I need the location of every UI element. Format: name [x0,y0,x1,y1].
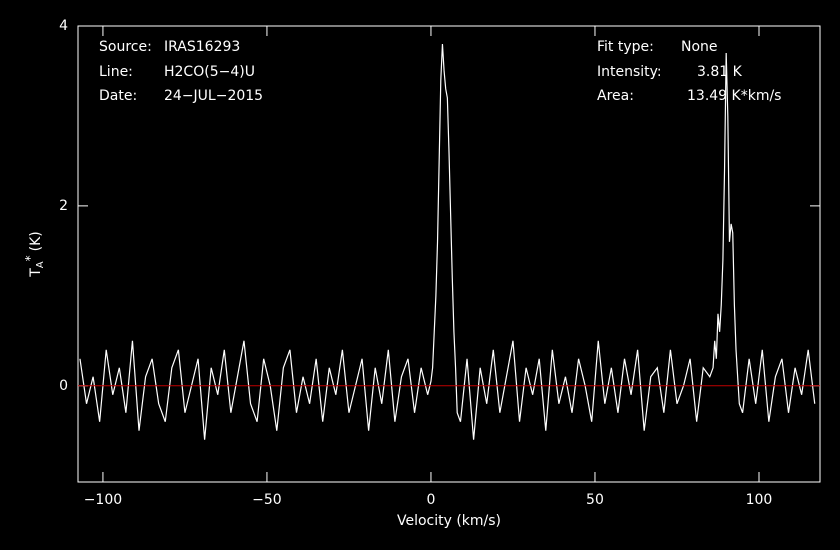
info-value: H2CO(5−4)U [164,64,255,80]
info-label: Line: [99,64,133,80]
x-tick-label: −100 [84,492,122,508]
x-axis-label: Velocity (km/s) [397,513,501,529]
info-label: Fit type: [597,39,654,55]
spectrum-line [79,43,816,440]
x-tick-label: 0 [426,492,435,508]
info-label: Date: [99,88,137,104]
info-label: Source: [99,39,152,55]
info-value: None [681,39,718,55]
info-value: 13.49 K*km/s [687,88,781,104]
x-tick-label: 50 [586,492,604,508]
plot-frame [77,25,821,483]
info-label: Area: [597,88,634,104]
x-tick-label: 100 [746,492,773,508]
x-tick-label: −50 [252,492,282,508]
y-label-unit: (K) [28,231,44,251]
y-tick-label: 0 [59,378,68,394]
y-tick-label: 4 [59,18,68,34]
y-tick-label: 2 [59,198,68,214]
y-axis-label: TA* (K) [23,231,47,278]
info-label: Intensity: [597,64,662,80]
y-label-sup: * [23,255,37,261]
info-value: 3.81 K [697,64,743,80]
info-value: 24−JUL−2015 [164,88,263,104]
y-label-sub: A [35,261,46,268]
info-value: IRAS16293 [164,39,240,55]
y-label-main: T [28,268,44,278]
